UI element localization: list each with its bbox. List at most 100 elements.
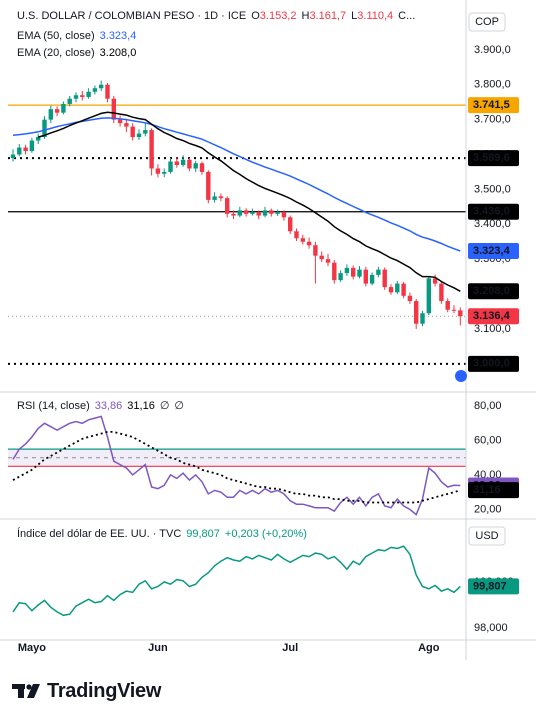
candle-body: [395, 283, 400, 293]
candle-body: [73, 95, 79, 99]
currency-box: [468, 12, 506, 32]
y-tick-label: 3.700,0: [474, 114, 511, 126]
candle-body: [218, 196, 224, 199]
series-line: [12, 545, 461, 617]
candle-body: [288, 217, 293, 232]
candle-body: [388, 287, 394, 293]
candle-body: [338, 273, 343, 281]
candle-body: [155, 168, 161, 174]
candle-body: [225, 198, 230, 214]
level-label: 3.000,0: [473, 358, 510, 370]
candle-body: [17, 147, 22, 155]
level-label: 3.436,0: [473, 206, 510, 218]
legend-extra: ∅: [159, 400, 170, 412]
candle-body: [439, 283, 444, 302]
ohlc-key: C...: [398, 10, 416, 22]
candle-body: [48, 109, 53, 120]
legend-title: Índice del dólar de EE. UU. · TVC: [17, 528, 182, 540]
candle-body: [117, 119, 123, 124]
ohlc-value: 3.153,2: [259, 10, 297, 22]
currency-label: COP: [475, 16, 499, 28]
candle-body: [300, 238, 305, 242]
legend-extra: +0,203 (+0,20%): [224, 528, 307, 540]
candle-body: [420, 313, 425, 324]
x-tick-label: Mayo: [18, 642, 46, 654]
candle-body: [36, 137, 41, 141]
series-last-label: 3.208,0: [473, 285, 510, 297]
candle-body: [206, 171, 211, 200]
candle-body: [432, 278, 438, 284]
series-last-label-bg: [468, 283, 519, 300]
ema-line: [37, 111, 461, 292]
level-label-bg: [468, 203, 519, 220]
series-line: [12, 431, 461, 504]
candle-body: [99, 84, 104, 89]
candle-body: [243, 210, 249, 214]
x-tick-label: Jul: [282, 642, 298, 654]
candle-body: [401, 283, 406, 296]
level-label-bg: [468, 97, 519, 114]
ema-line: [12, 117, 461, 252]
dxy-legend: Índice del dólar de EE. UU. · TVC 99,807 +…: [17, 528, 312, 540]
y-tick-label: 3.500,0: [474, 183, 511, 195]
currency-icon: [455, 370, 467, 382]
candle-body: [357, 269, 362, 277]
candle-body: [294, 231, 299, 239]
ohlc-key: O: [251, 10, 260, 22]
candle-body: [67, 98, 72, 104]
series-value: 31,16: [127, 400, 155, 412]
series-value: 3.323,4: [99, 30, 137, 42]
candle-body: [332, 262, 337, 281]
level-label: 3.741,5: [473, 99, 510, 111]
ohlc-value: 3.161,7: [309, 10, 347, 22]
candle-body: [124, 123, 129, 127]
y-tick-label: 98,000: [474, 622, 508, 634]
candle-body: [130, 126, 135, 138]
candle-body: [458, 310, 463, 317]
candle-body: [29, 140, 35, 152]
plot-layer: [10, 80, 463, 617]
y-tick-label: 80,00: [474, 400, 502, 412]
candle-body: [306, 241, 312, 246]
candle-body: [231, 213, 236, 216]
candle-body: [250, 212, 255, 214]
ohlc-key: H: [301, 10, 310, 22]
y-tick-label: 60,00: [474, 434, 502, 446]
candle-body: [275, 212, 280, 214]
candle-body: [344, 267, 350, 274]
series-name: EMA (20, close): [17, 47, 95, 59]
candle-body: [10, 154, 16, 159]
candle-body: [54, 109, 60, 113]
level-label-bg: [468, 355, 519, 372]
y-tick-label: 3.900,0: [474, 44, 511, 56]
legend-extra: ∅: [174, 400, 184, 412]
logo-mark: [12, 684, 40, 698]
candle-body: [162, 171, 167, 174]
candle-body: [319, 255, 324, 260]
level-label-bg: [468, 150, 519, 167]
candle-body: [180, 159, 186, 165]
candle-body: [61, 103, 66, 113]
y-tick-label: 3.800,0: [474, 79, 511, 91]
series-value: 99,807: [186, 528, 220, 540]
candle-body: [42, 119, 47, 138]
candle-body: [212, 196, 217, 200]
series-last-label-bg: [468, 243, 519, 260]
candle-body: [451, 309, 457, 311]
candle-body: [187, 159, 192, 169]
ohlc-key: L: [351, 10, 358, 22]
ohlc-value: 3.110,4: [357, 10, 394, 22]
candle-body: [382, 269, 387, 288]
candle-body: [414, 301, 419, 324]
candle-body: [86, 91, 91, 97]
candle-body: [313, 245, 318, 256]
candle-body: [325, 259, 331, 263]
series-value: 33,86: [94, 400, 123, 412]
candle-body: [111, 98, 116, 120]
candle-body: [351, 267, 356, 277]
legend-title: U.S. DOLLAR / COLOMBIAN PESO · 1D · ICE: [17, 10, 247, 22]
candle-body: [407, 295, 413, 302]
candle-body: [376, 269, 381, 275]
